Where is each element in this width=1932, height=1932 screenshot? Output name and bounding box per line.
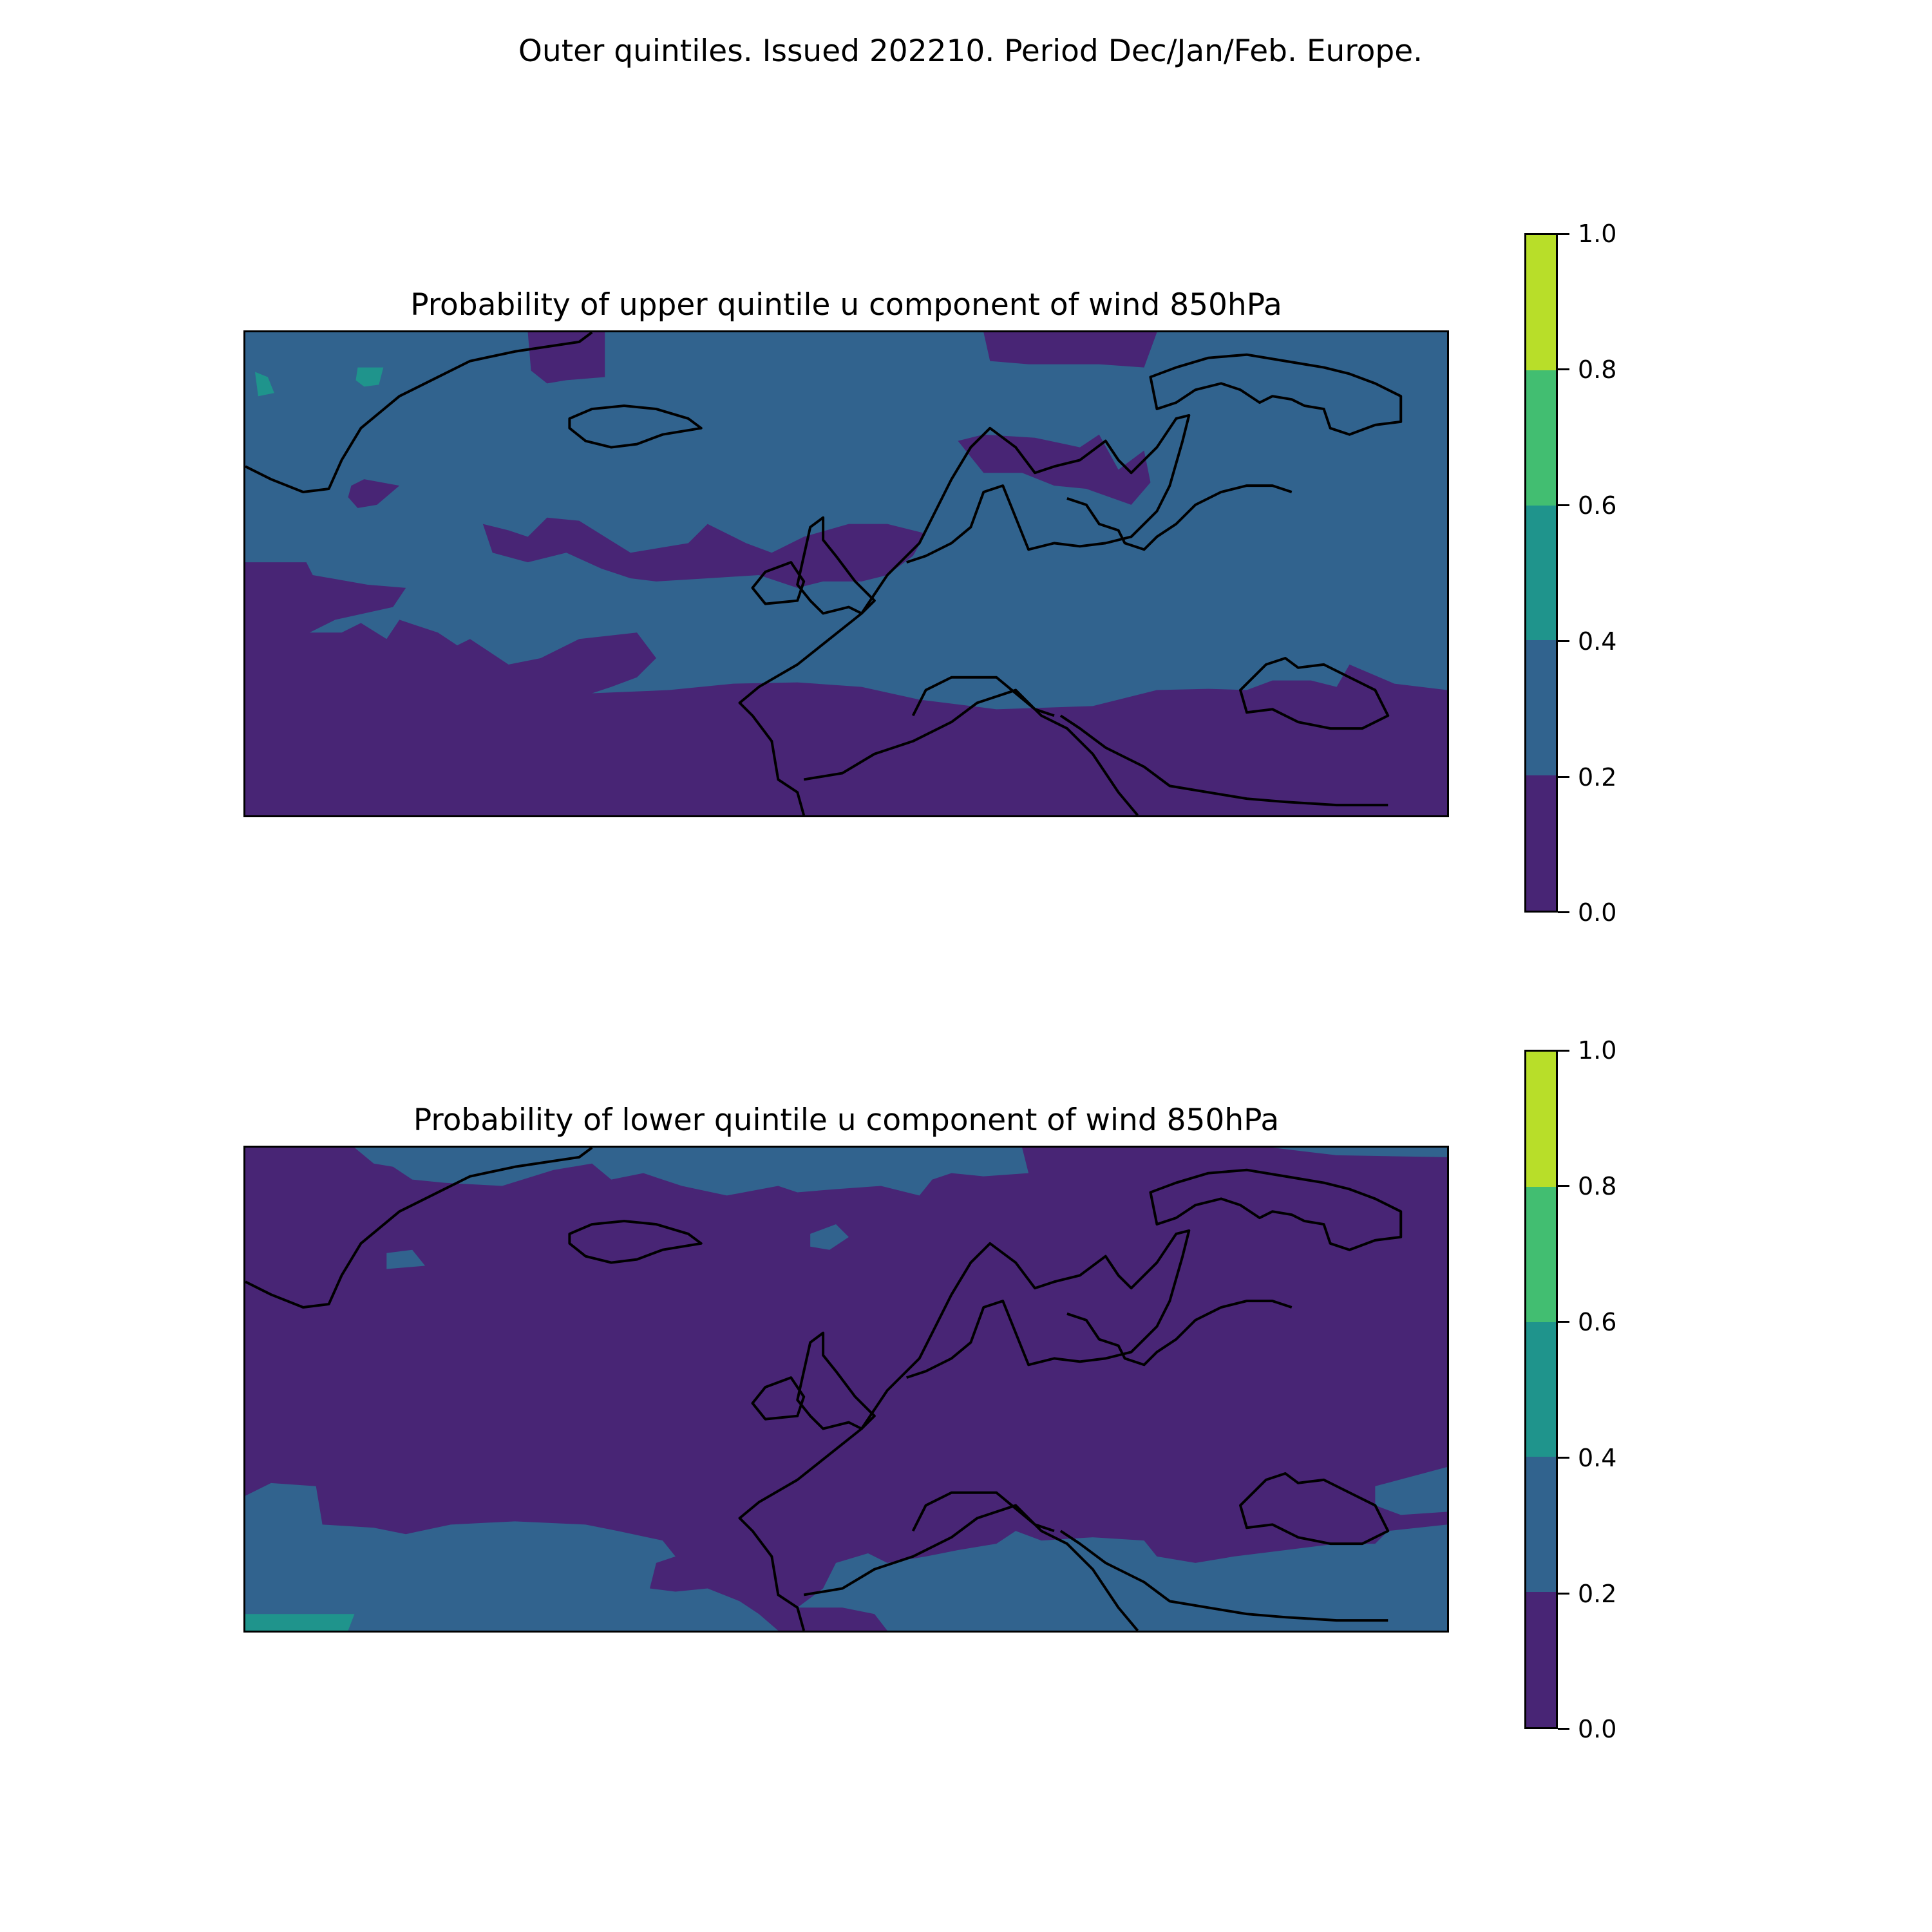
coastline-black-sea: [1239, 656, 1390, 730]
colorbar-upper: [1524, 233, 1558, 913]
colorbar-swatch-0.8-1.0: [1526, 1052, 1556, 1187]
colorbar-tick-label: 0.2: [1578, 763, 1617, 791]
coastline-greenland: [245, 332, 593, 493]
upper-level-0.4-0.6-patch-b: [355, 367, 384, 387]
coastline-russia-north: [1149, 1168, 1403, 1251]
coastline-black-sea: [1239, 1472, 1390, 1546]
coastline-iceland: [568, 404, 703, 449]
colorbar-tick: [1558, 1593, 1569, 1595]
colorbar-tick-label: 1.0: [1578, 1036, 1617, 1065]
colorbar-tick: [1558, 776, 1569, 778]
upper-level-0.0-0.2-greenland: [348, 479, 400, 508]
coastline-mediterranean: [803, 676, 1388, 815]
colorbar-tick-label: 0.4: [1578, 1444, 1617, 1472]
upper-level-0.0-0.2-barents: [983, 332, 1157, 368]
upper-level-0.0-0.2-atlantic: [482, 517, 926, 588]
colorbar-tick-label: 0.6: [1578, 491, 1617, 520]
colorbar-tick-label: 1.0: [1578, 220, 1617, 248]
colorbar-swatch-0.4-0.6: [1526, 505, 1556, 641]
upper-level-0.0-0.2-south: [245, 562, 1447, 815]
colorbar-swatch-0.8-1.0: [1526, 235, 1556, 370]
colorbar-tick: [1558, 1457, 1569, 1459]
colorbar-tick: [1558, 1728, 1569, 1730]
colorbar-tick-label: 0.4: [1578, 627, 1617, 656]
colorbar-tick-label: 0.6: [1578, 1308, 1617, 1336]
colorbar-swatch-0.2-0.4: [1526, 1457, 1556, 1593]
lower-level-0.2-0.4-iceland-patch: [810, 1224, 849, 1250]
lower-level-0.2-0.4-greenland-patch: [386, 1249, 426, 1269]
coastline-ireland: [751, 1376, 806, 1421]
coastline-iceland: [568, 1220, 703, 1264]
lower-level-0.2-0.4-east: [1375, 1467, 1447, 1515]
colorbar-tick: [1558, 504, 1569, 506]
colorbar-tick-label: 0.8: [1578, 1172, 1617, 1200]
upper-level-0.0-0.2-arctic: [527, 332, 605, 384]
figure-title: Outer quintiles. Issued 202210. Period D…: [518, 33, 1423, 69]
upper-level-0.0-0.2-scandinavia: [958, 434, 1151, 505]
colorbar-swatch-0.4-0.6: [1526, 1321, 1556, 1457]
colorbar-tick: [1558, 368, 1569, 370]
colorbar-tick: [1558, 1185, 1569, 1187]
coastline-baltic: [1066, 484, 1293, 551]
colorbar-lower: [1524, 1050, 1558, 1729]
colorbar-tick: [1558, 640, 1569, 642]
colorbar-tick-label: 0.8: [1578, 355, 1617, 384]
colorbar-tick: [1558, 1321, 1569, 1323]
colorbar-tick-label: 0.0: [1578, 1715, 1617, 1743]
lower-level-0.2-0.4-arctic-east: [1272, 1148, 1447, 1157]
map-lower-quintile: [243, 1146, 1449, 1633]
coastline-europe-mainland: [738, 413, 1191, 815]
coastline-europe-mainland: [738, 1229, 1191, 1631]
colorbar-tick: [1558, 233, 1569, 235]
colorbar-tick-label: 0.2: [1578, 1580, 1617, 1608]
lower-level-0.2-0.4-arctic: [354, 1148, 1029, 1196]
colorbar-tick: [1558, 1050, 1569, 1052]
coastline-baltic: [1066, 1300, 1293, 1367]
coastline-greenland: [245, 1148, 593, 1309]
panel-title-upper: Probability of upper quintile u componen…: [410, 287, 1282, 323]
upper-level-0.4-0.6-patch-a: [254, 372, 274, 397]
lower-level-0.4-0.6-corner: [245, 1614, 355, 1631]
colorbar-tick: [1558, 911, 1569, 913]
coastline-russia-north: [1149, 353, 1403, 436]
colorbar-swatch-0.0-0.2: [1526, 1592, 1556, 1727]
coastline-ireland: [751, 561, 806, 605]
colorbar-swatch-0.0-0.2: [1526, 775, 1556, 911]
lower-level-0.2-0.4-mediterranean: [797, 1524, 1447, 1631]
colorbar-tick-label: 0.0: [1578, 898, 1617, 927]
lower-level-0.2-0.4-south: [245, 1482, 779, 1631]
coastline-mediterranean: [803, 1491, 1388, 1631]
panel-title-lower: Probability of lower quintile u componen…: [413, 1103, 1280, 1138]
map-upper-quintile: [243, 330, 1449, 817]
colorbar-swatch-0.2-0.4: [1526, 640, 1556, 776]
colorbar-swatch-0.6-0.8: [1526, 370, 1556, 506]
colorbar-swatch-0.6-0.8: [1526, 1186, 1556, 1322]
